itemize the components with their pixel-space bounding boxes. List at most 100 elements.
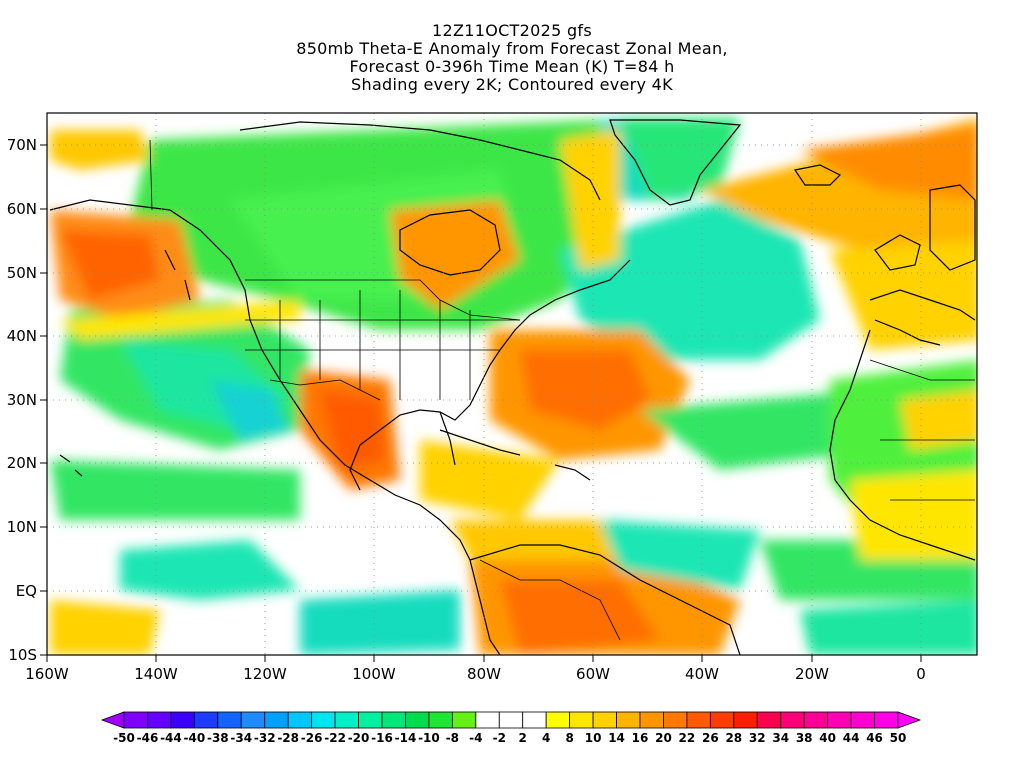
colorbar-label: -28 xyxy=(277,731,299,745)
colorbar-cell xyxy=(264,711,289,729)
lon-label: 80W xyxy=(467,665,501,683)
colorbar-cells xyxy=(100,711,922,729)
colorbar-cell xyxy=(428,711,453,729)
colorbar-label: 2 xyxy=(519,731,527,745)
colorbar-label: -50 xyxy=(113,731,135,745)
colorbar-label: -32 xyxy=(254,731,276,745)
coastlines xyxy=(49,119,976,655)
colorbar-cell xyxy=(780,711,805,729)
colorbar-cell xyxy=(217,711,242,729)
colorbar-label: 16 xyxy=(632,731,649,745)
lat-label: 70N xyxy=(7,136,37,154)
colorbar-arrow-left xyxy=(100,711,125,729)
colorbar-label: -14 xyxy=(395,731,417,745)
colorbar-cell xyxy=(545,711,571,729)
colorbar-cell xyxy=(170,711,195,729)
political-borders xyxy=(149,139,975,641)
colorbar-cell xyxy=(686,711,711,729)
colorbar-cell xyxy=(592,711,617,729)
colorbar-cell xyxy=(616,711,641,729)
title-line-3: Forecast 0-396h Time Mean (K) T=84 h xyxy=(349,57,675,76)
colorbar-cell xyxy=(405,711,430,729)
lon-label: 40W xyxy=(685,665,719,683)
colorbar-label: -10 xyxy=(418,731,440,745)
lon-label: 60W xyxy=(576,665,610,683)
colorbar-label: 40 xyxy=(819,731,836,745)
colorbar-label: 20 xyxy=(655,731,672,745)
graticule xyxy=(47,113,977,655)
latitude-labels: 70N 60N 50N 40N 30N 20N 10N EQ 10S xyxy=(7,136,37,664)
axis-ticks xyxy=(40,144,922,662)
lat-label: 10N xyxy=(7,518,37,536)
colorbar-cell xyxy=(733,711,758,729)
colorbar-label: -26 xyxy=(301,731,323,745)
title-line-1: 12Z11OCT2025 gfs xyxy=(432,21,592,40)
colorbar-cell xyxy=(850,711,875,729)
colorbar-cell xyxy=(193,711,219,729)
colorbar-label: 26 xyxy=(702,731,719,745)
colorbar-label: 44 xyxy=(843,731,860,745)
colorbar-label: 8 xyxy=(565,731,573,745)
colorbar-cell xyxy=(498,711,524,729)
lon-label: 160W xyxy=(25,665,69,683)
map-border xyxy=(46,112,978,656)
lat-label: 20N xyxy=(7,454,37,472)
lat-label: 40N xyxy=(7,327,37,345)
colorbar-arrow-right xyxy=(897,711,922,729)
colorbar-label: 32 xyxy=(749,731,766,745)
colorbar-label: -2 xyxy=(493,731,506,745)
colorbar-label: 14 xyxy=(608,731,625,745)
colorbar-label: 46 xyxy=(866,731,883,745)
title-line-2: 850mb Theta-E Anomaly from Forecast Zona… xyxy=(296,39,728,58)
colorbar-label: 10 xyxy=(585,731,602,745)
colorbar-label: 38 xyxy=(796,731,813,745)
colorbar-label: -38 xyxy=(207,731,229,745)
colorbar-label: 50 xyxy=(890,731,907,745)
lon-label: 120W xyxy=(243,665,287,683)
colorbar-cell xyxy=(663,711,688,729)
colorbar-label: -22 xyxy=(324,731,346,745)
colorbar-cell xyxy=(287,711,313,729)
lon-label: 0 xyxy=(916,665,926,683)
colorbar-labels: -50 -46 -44 -40 -38 -34 -32 -28 -26 -22 -20 -16 -14-… xyxy=(113,731,906,745)
colorbar-label: -8 xyxy=(446,731,459,745)
colorbar-label: 34 xyxy=(772,731,789,745)
lat-label: 30N xyxy=(7,391,37,409)
colorbar-cell xyxy=(475,711,500,729)
lon-label: 20W xyxy=(795,665,829,683)
colorbar-cell xyxy=(522,711,547,729)
colorbar-label: -34 xyxy=(230,731,252,745)
colorbar-cell xyxy=(803,711,829,729)
colorbar-cell xyxy=(639,711,664,729)
title-line-4: Shading every 2K; Contoured every 4K xyxy=(351,75,673,94)
colorbar-cell xyxy=(709,711,735,729)
longitude-labels: 160W 140W 120W 100W 80W 60W 40W 20W 0 xyxy=(25,665,926,683)
colorbar-label: -16 xyxy=(371,731,393,745)
lat-label: 60N xyxy=(7,200,37,218)
colorbar-cell xyxy=(311,711,336,729)
lat-label: 50N xyxy=(7,264,37,282)
colorbar-cell xyxy=(569,711,594,729)
colorbar-label: -4 xyxy=(469,731,482,745)
colorbar-label: 22 xyxy=(679,731,696,745)
anomaly-shading xyxy=(47,113,977,655)
lon-label: 140W xyxy=(134,665,178,683)
colorbar-label: 28 xyxy=(725,731,742,745)
colorbar-cell xyxy=(358,711,383,729)
colorbar-cell xyxy=(756,711,782,729)
colorbar-cell xyxy=(147,711,172,729)
colorbar-label: -44 xyxy=(160,731,182,745)
colorbar-cell xyxy=(451,711,477,729)
colorbar-cell xyxy=(874,711,899,729)
colorbar-label: -46 xyxy=(137,731,159,745)
lon-label: 100W xyxy=(352,665,396,683)
colorbar-cell xyxy=(334,711,359,729)
colorbar-label: -40 xyxy=(184,731,206,745)
colorbar-label: -20 xyxy=(348,731,370,745)
map-title: 12Z11OCT2025 gfs 850mb Theta-E Anomaly f… xyxy=(0,22,1024,94)
lat-label: EQ xyxy=(16,582,37,600)
colorbar-cell xyxy=(381,711,406,729)
lat-label: 10S xyxy=(8,646,37,664)
